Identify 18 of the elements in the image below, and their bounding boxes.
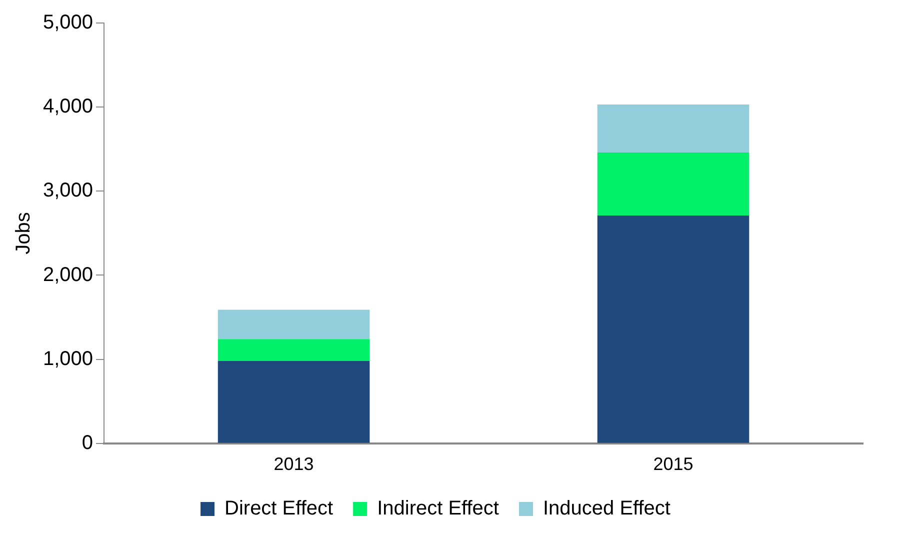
- bar: [597, 216, 750, 443]
- y-tick-label: 2,000: [42, 264, 94, 286]
- y-tick-label: 4,000: [42, 96, 94, 118]
- legend-label: Direct Effect: [224, 498, 334, 520]
- y-tick-label: 3,000: [42, 180, 94, 202]
- bar: [218, 339, 370, 361]
- legend-label: Indirect Effect: [377, 498, 500, 520]
- y-tick-label: 5,000: [42, 12, 94, 34]
- x-tick-label: 2013: [274, 454, 314, 474]
- x-tick-label: 2015: [653, 454, 694, 474]
- y-tick-label: 1,000: [42, 348, 94, 370]
- bar: [597, 152, 750, 216]
- bar: [218, 310, 370, 340]
- bar: [597, 104, 750, 152]
- legend-label: Induced Effect: [542, 498, 671, 520]
- y-tick-label: 0: [82, 432, 94, 454]
- y-axis-title: Jobs: [12, 212, 35, 254]
- bar: [218, 361, 370, 443]
